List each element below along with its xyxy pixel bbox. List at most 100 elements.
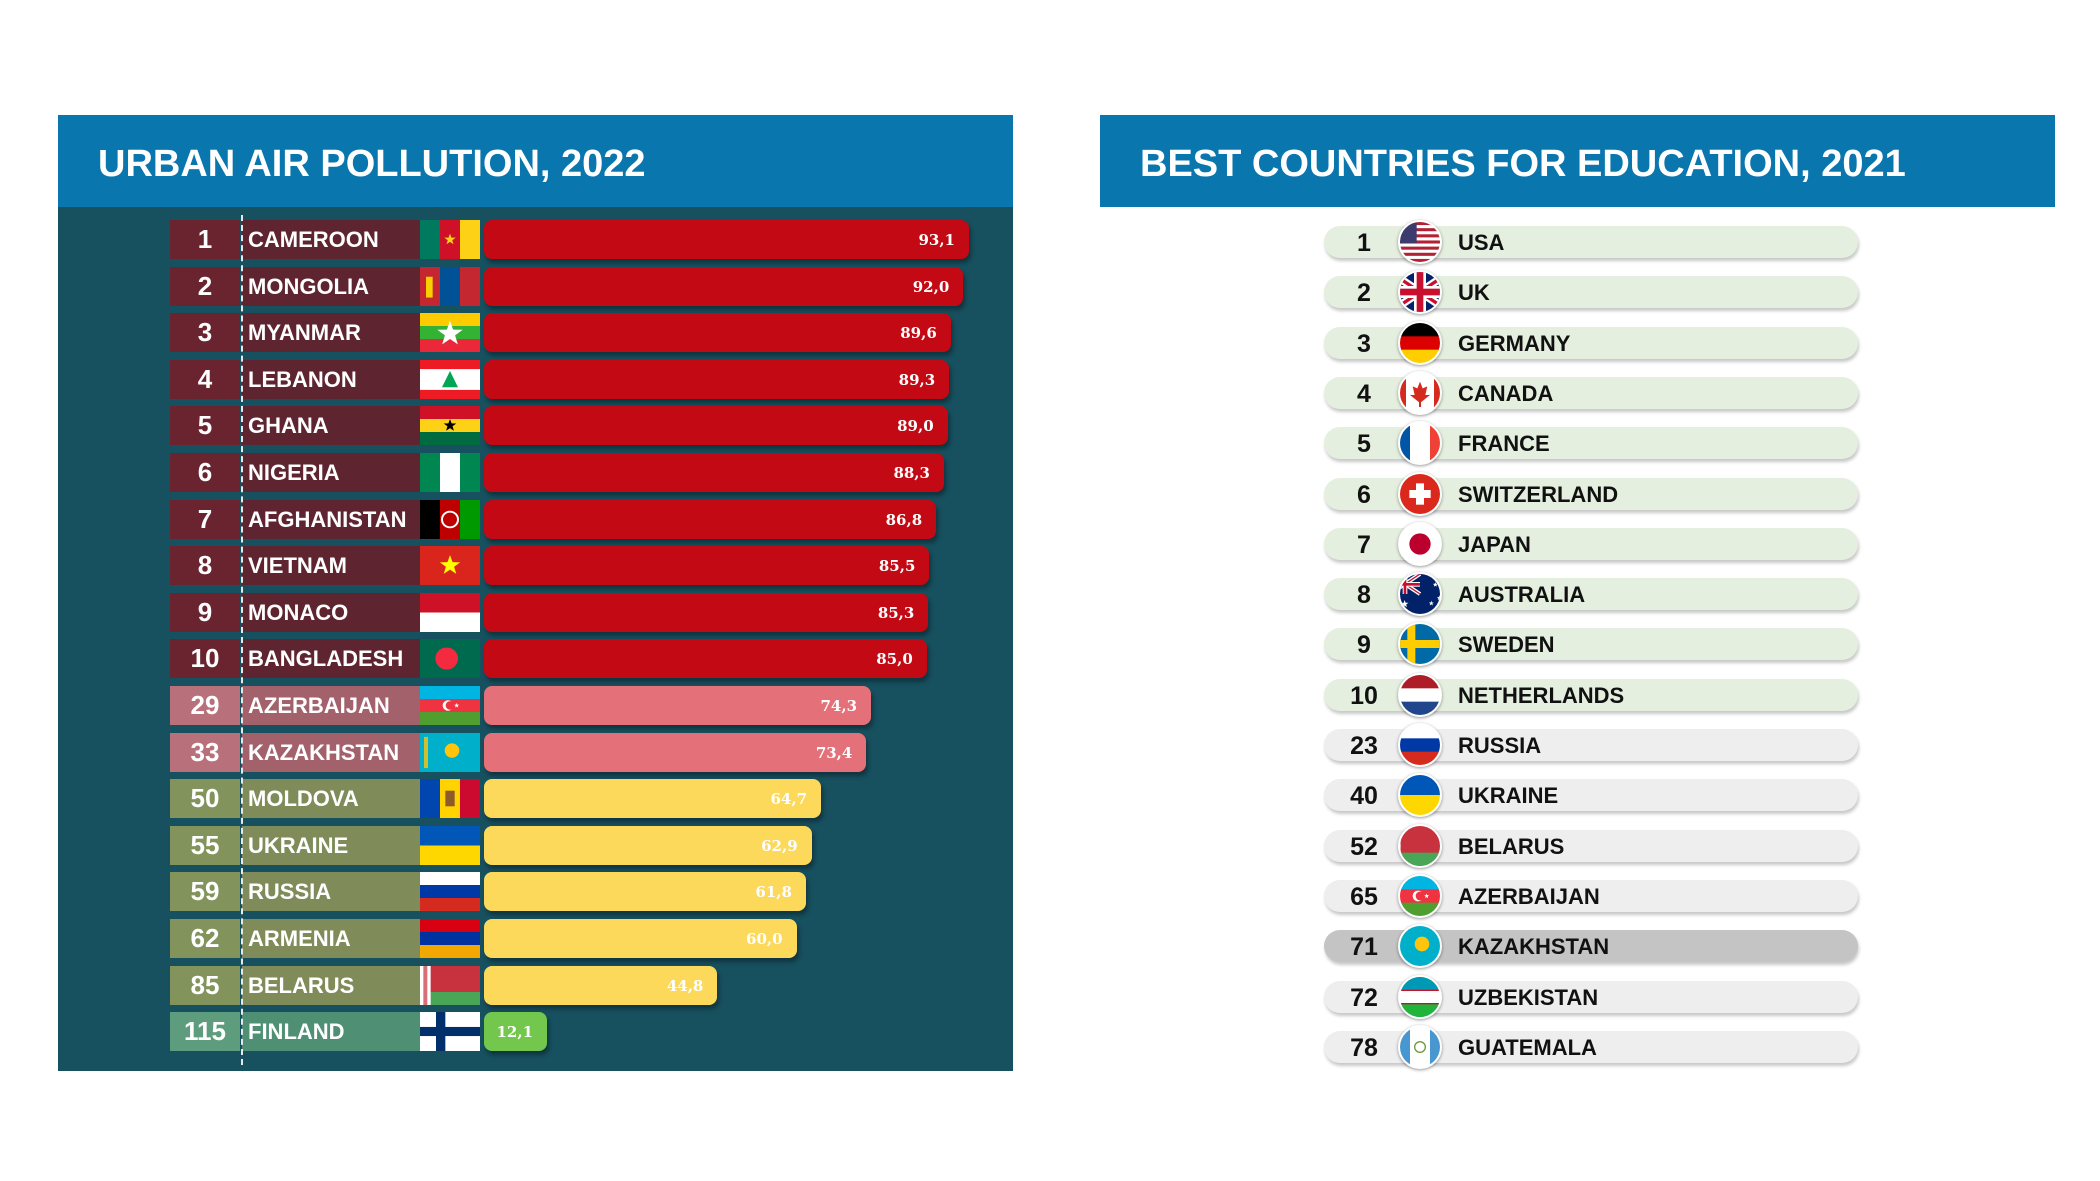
- pollution-rank: 29: [170, 686, 240, 725]
- australia-flag-icon: [1398, 572, 1442, 617]
- education-country: UK: [1458, 280, 1490, 306]
- education-row: 2 UK: [1324, 270, 1858, 315]
- pollution-bar: 62,9: [484, 825, 812, 865]
- pollution-value-label: 73,4: [815, 743, 853, 762]
- pollution-country: MOLDOVA: [242, 779, 420, 819]
- mongolia-flag-icon: [420, 266, 480, 306]
- education-rank: 5: [1357, 430, 1371, 459]
- pollution-bar: 74,3: [484, 686, 872, 725]
- ghana-flag-icon: [420, 406, 480, 446]
- germany-flag-icon: [1398, 320, 1442, 365]
- kazakhstan-flag-icon: [420, 732, 480, 772]
- pollution-value-label: 64,7: [770, 790, 808, 809]
- pollution-value-label: 89,3: [898, 370, 936, 389]
- education-country: KAZAKHSTAN: [1458, 934, 1610, 960]
- pollution-rank: 10: [170, 639, 240, 679]
- air-pollution-title: URBAN AIR POLLUTION, 2022: [98, 143, 646, 185]
- education-country: RUSSIA: [1458, 733, 1542, 758]
- pollution-value-label: 92,0: [912, 277, 950, 296]
- pollution-bar: 12,1: [484, 1012, 548, 1052]
- pollution-row: 33 KAZAKHSTAN 73,4: [58, 732, 1013, 772]
- pollution-rank: 6: [170, 453, 240, 492]
- education-row: 65 AZERBAIJAN: [1324, 873, 1858, 918]
- switzerland-flag-icon: [1398, 471, 1442, 516]
- education-country: UKRAINE: [1458, 783, 1559, 809]
- pollution-row: 59 RUSSIA 61,8: [58, 872, 1013, 912]
- pollution-row: 3 MYANMAR 89,6: [58, 313, 1013, 353]
- belarus-flag-icon: [1398, 823, 1442, 868]
- education-rank: 71: [1350, 933, 1378, 962]
- pollution-bar: 60,0: [484, 919, 797, 958]
- education-country: USA: [1458, 230, 1505, 255]
- pollution-row: 2 MONGOLIA 92,0: [58, 266, 1013, 306]
- vietnam-flag-icon: [420, 546, 480, 586]
- pollution-country: BELARUS: [242, 965, 420, 1005]
- pollution-rank: 9: [170, 592, 240, 632]
- pollution-country: LEBANON: [242, 359, 420, 399]
- education-row: 9 SWEDEN: [1324, 622, 1858, 667]
- azerbaijan-flag-icon: [420, 686, 480, 725]
- ukraine-flag-icon: [1398, 773, 1442, 818]
- education-rank: 10: [1350, 681, 1378, 710]
- pollution-row: 6 NIGERIA 88,3: [58, 453, 1013, 492]
- pollution-value-label: 12,1: [496, 1023, 534, 1042]
- education-row: 5 FRANCE: [1324, 421, 1858, 466]
- dashed-divider: [241, 215, 243, 1065]
- education-rank: 23: [1350, 732, 1378, 760]
- education-row: 52 BELARUS: [1324, 823, 1858, 868]
- education-row: 78 GUATEMALA: [1324, 1024, 1858, 1069]
- pollution-value-label: 44,8: [666, 976, 704, 995]
- azerbaijan-flag-icon: [1398, 873, 1442, 918]
- pollution-bar: 44,8: [484, 965, 718, 1005]
- pollution-rank: 2: [170, 266, 240, 306]
- education-country: AZERBAIJAN: [1458, 883, 1600, 909]
- air-pollution-header: URBAN AIR POLLUTION, 2022: [58, 115, 1013, 207]
- pollution-value-label: 88,3: [893, 464, 930, 482]
- pollution-rank: 59: [170, 872, 240, 912]
- education-row: 3 GERMANY: [1324, 320, 1858, 365]
- uk-flag-icon: [1398, 270, 1442, 315]
- japan-flag-icon: [1398, 521, 1442, 566]
- education-rank: 4: [1357, 379, 1371, 408]
- myanmar-flag-icon: [420, 313, 480, 353]
- pollution-row: 62 ARMENIA 60,0: [58, 919, 1013, 958]
- pollution-country: ARMENIA: [242, 919, 420, 958]
- pollution-country: GHANA: [242, 406, 420, 446]
- education-country: GUATEMALA: [1458, 1034, 1597, 1060]
- education-rank: 8: [1357, 581, 1371, 610]
- armenia-flag-icon: [420, 919, 480, 958]
- moldova-flag-icon: [420, 779, 480, 819]
- pollution-row: 115 FINLAND 12,1: [58, 1012, 1013, 1052]
- pollution-country: UKRAINE: [242, 825, 420, 865]
- pollution-value-label: 85,0: [876, 650, 913, 669]
- education-row: 72 UZBEKISTAN: [1324, 974, 1858, 1019]
- pollution-value-label: 61,8: [755, 883, 792, 902]
- france-flag-icon: [1398, 421, 1442, 466]
- education-country: GERMANY: [1458, 330, 1571, 356]
- education-row: 71 KAZAKHSTAN: [1324, 924, 1858, 969]
- russia-flag-icon: [1398, 723, 1442, 767]
- education-rank: 3: [1357, 329, 1371, 358]
- pollution-row: 1 CAMEROON 93,1: [58, 220, 1013, 259]
- pollution-value-label: 86,8: [885, 510, 923, 529]
- pollution-country: KAZAKHSTAN: [242, 732, 420, 772]
- air-pollution-panel: URBAN AIR POLLUTION, 2022 1 CAMEROON 93,1 2…: [58, 115, 1013, 1071]
- education-row: 6 SWITZERLAND: [1324, 471, 1858, 516]
- education-rank: 65: [1350, 882, 1378, 911]
- pollution-country: AZERBAIJAN: [242, 686, 420, 725]
- education-rank: 7: [1357, 530, 1371, 559]
- education-rank: 1: [1357, 229, 1371, 257]
- pollution-rank: 115: [170, 1012, 240, 1052]
- guatemala-flag-icon: [1398, 1024, 1442, 1069]
- pollution-bar: 73,4: [484, 732, 867, 772]
- kazakhstan-flag-icon: [1398, 924, 1442, 969]
- pollution-rank: 5: [170, 406, 240, 446]
- cameroon-flag-icon: [420, 220, 480, 259]
- bangladesh-flag-icon: [420, 639, 480, 679]
- education-country: NETHERLANDS: [1458, 682, 1625, 708]
- canada-flag-icon: [1398, 370, 1442, 415]
- pollution-row: 50 MOLDOVA 64,7: [58, 779, 1013, 819]
- education-rank: 2: [1357, 279, 1371, 308]
- education-rank: 72: [1350, 983, 1378, 1012]
- lebanon-flag-icon: [420, 359, 480, 399]
